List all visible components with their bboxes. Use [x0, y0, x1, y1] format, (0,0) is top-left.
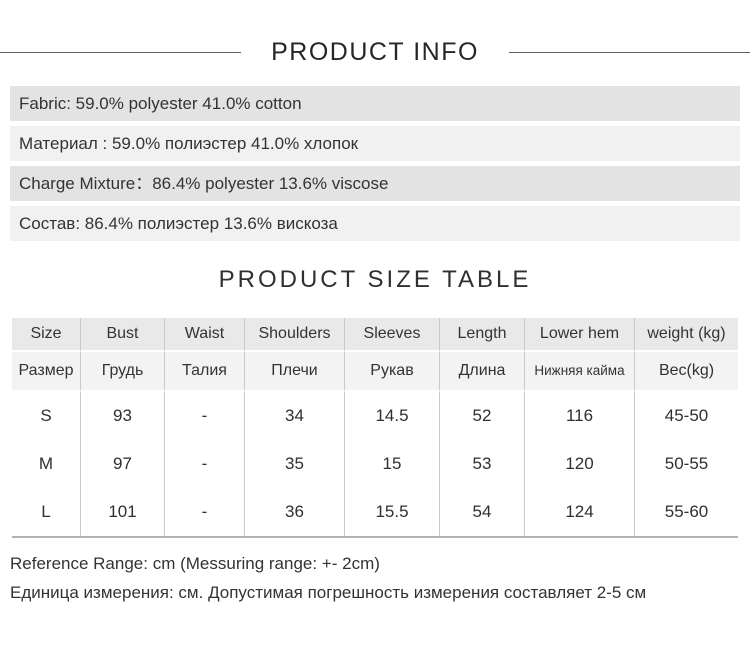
charge-mixture-row-ru: Состав: 86.4% полиэстер 13.6% вискоза	[10, 206, 740, 241]
reference-range-note: Reference Range: cm (Messuring range: +-…	[10, 554, 380, 573]
header-length: Length	[440, 318, 525, 352]
fabric-info-list: Fabric: 59.0% polyester 41.0% cotton Мат…	[10, 86, 740, 241]
product-info-title: PRODUCT INFO	[271, 37, 479, 66]
table-cell: 52	[440, 392, 525, 440]
header-row-en: Size Bust Waist Shoulders Sleeves Length…	[12, 318, 738, 352]
size-row-s: S 93 - 34 14.5 52 116 45-50	[12, 392, 738, 440]
table-cell: L	[12, 488, 81, 536]
table-cell: 14.5	[345, 392, 440, 440]
header-shoulders-ru: Плечи	[245, 352, 345, 392]
header-sleeves: Sleeves	[345, 318, 440, 352]
header-bust: Bust	[81, 318, 165, 352]
product-detail-page: PRODUCT INFO Fabric: 59.0% polyester 41.…	[0, 36, 750, 603]
table-cell: -	[165, 392, 245, 440]
size-table-title: PRODUCT SIZE TABLE	[218, 266, 532, 293]
product-info-heading: PRODUCT INFO	[0, 36, 750, 68]
table-cell: 53	[440, 440, 525, 488]
table-cell: 36	[245, 488, 345, 536]
table-cell: 54	[440, 488, 525, 536]
header-weight: weight (kg)	[635, 318, 738, 352]
table-cell: 45-50	[635, 392, 738, 440]
header-row-ru: Размер Грудь Талия Плечи Рукав Длина Ниж…	[12, 352, 738, 392]
table-cell: 116	[525, 392, 635, 440]
size-table: Size Bust Waist Shoulders Sleeves Length…	[12, 318, 738, 538]
header-bust-ru: Грудь	[81, 352, 165, 392]
table-cell: M	[12, 440, 81, 488]
table-cell: -	[165, 440, 245, 488]
header-sleeves-ru: Рукав	[345, 352, 440, 392]
table-cell: -	[165, 488, 245, 536]
table-cell: 50-55	[635, 440, 738, 488]
header-waist: Waist	[165, 318, 245, 352]
table-cell: 35	[245, 440, 345, 488]
table-cell: 34	[245, 392, 345, 440]
table-cell: 55-60	[635, 488, 738, 536]
table-cell: 124	[525, 488, 635, 536]
header-waist-ru: Талия	[165, 352, 245, 392]
measurement-note-ru: Единица измерения: см. Допустимая погреш…	[10, 583, 647, 602]
table-cell: 15.5	[345, 488, 440, 536]
header-lower-hem-ru: Нижняя кайма	[525, 352, 635, 392]
table-cell: 120	[525, 440, 635, 488]
table-cell: S	[12, 392, 81, 440]
header-shoulders: Shoulders	[245, 318, 345, 352]
header-weight-ru: Вес(kg)	[635, 352, 738, 392]
table-cell: 15	[345, 440, 440, 488]
fabric-row-en: Fabric: 59.0% polyester 41.0% cotton	[10, 86, 740, 121]
heading-rule-left	[0, 51, 242, 53]
charge-mixture-row-en: Charge Mixture：86.4% polyester 13.6% vis…	[10, 166, 740, 201]
size-row-l: L 101 - 36 15.5 54 124 55-60	[12, 488, 738, 536]
heading-rule-right	[508, 51, 750, 53]
table-cell: 93	[81, 392, 165, 440]
header-size-ru: Размер	[12, 352, 81, 392]
fabric-row-ru: Материал : 59.0% полиэстер 41.0% хлопок	[10, 126, 740, 161]
table-cell: 97	[81, 440, 165, 488]
size-row-m: M 97 - 35 15 53 120 50-55	[12, 440, 738, 488]
header-lower-hem: Lower hem	[525, 318, 635, 352]
header-length-ru: Длина	[440, 352, 525, 392]
table-cell: 101	[81, 488, 165, 536]
header-size: Size	[12, 318, 81, 352]
